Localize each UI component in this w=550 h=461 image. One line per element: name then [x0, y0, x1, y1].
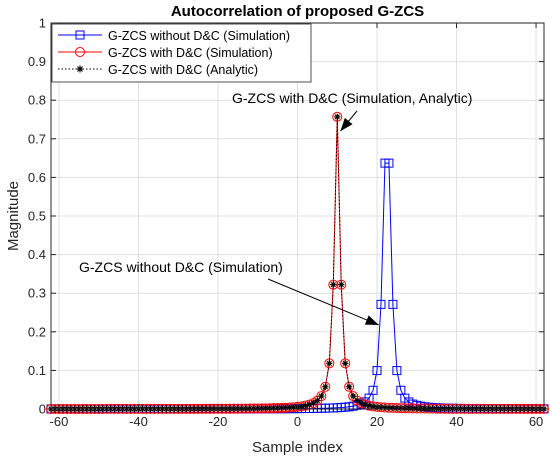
asterisk-stroke [259, 405, 265, 412]
data-point-square [388, 299, 398, 309]
arrow-head [340, 117, 353, 132]
asterisk-stroke [326, 360, 332, 366]
annotation-without-dc-arrow [267, 278, 379, 326]
data-point-asterisk [345, 383, 353, 390]
asterisk-stroke [314, 397, 321, 404]
data-point-asterisk [262, 405, 269, 412]
y-tick-label: 0.6 [28, 170, 46, 185]
arrow-head [364, 315, 379, 325]
asterisk-stroke [310, 400, 317, 406]
data-point-asterisk [338, 281, 345, 288]
data-point-asterisk [318, 392, 325, 400]
asterisk-stroke [406, 405, 412, 411]
data-point-asterisk [326, 360, 333, 367]
asterisk-stroke [77, 66, 83, 72]
asterisk-stroke [414, 405, 420, 412]
legend-marker-asterisk [76, 65, 84, 73]
y-tick-label: 0.3 [28, 286, 46, 301]
asterisk-stroke [270, 405, 277, 411]
data-point-square [376, 299, 386, 309]
data-point-asterisk [365, 402, 373, 409]
data-point-asterisk [298, 403, 305, 410]
asterisk-stroke [263, 405, 269, 411]
annotation-with-dc-text: G-ZCS with D&C (Simulation, Analytic) [232, 90, 472, 106]
x-tick-label: -20 [209, 414, 228, 429]
data-point-square [392, 366, 402, 376]
asterisk-stroke [274, 405, 281, 411]
asterisk-stroke [330, 282, 336, 288]
asterisk-stroke [338, 282, 344, 288]
asterisk-stroke [322, 384, 328, 390]
x-tick-label: 0 [294, 414, 301, 429]
y-tick-label: 0.1 [28, 363, 46, 378]
annotation-layer: G-ZCS with D&C (Simulation, Analytic) G-… [79, 90, 472, 326]
y-tick-label: 1 [39, 16, 46, 31]
y-tick-label: 0.5 [28, 209, 46, 224]
asterisk-stroke [346, 384, 352, 390]
asterisk-stroke [410, 405, 416, 412]
data-point-asterisk [314, 397, 321, 404]
data-point-asterisk [405, 405, 413, 412]
y-tick-label: 0.8 [28, 93, 46, 108]
data-point-circle [316, 391, 327, 402]
data-point-asterisk [330, 281, 337, 288]
y-tick-label: 0.9 [28, 54, 46, 69]
asterisk-stroke [334, 114, 340, 120]
data-point-asterisk [334, 113, 341, 120]
x-tick-label: -60 [50, 414, 69, 429]
x-tick-label: 40 [449, 414, 463, 429]
x-tick-label: 60 [529, 414, 543, 429]
asterisk-stroke [366, 403, 372, 409]
asterisk-stroke [394, 405, 400, 411]
legend-marker-circle [75, 47, 85, 57]
legend-entry-with-dc-sim: G-ZCS with D&C (Simulation) [108, 46, 273, 60]
legend-asterisk-glyph [76, 65, 84, 73]
y-axis-label: Magnitude [5, 181, 22, 251]
data-point-circle [320, 381, 331, 392]
data-point-square [368, 385, 378, 395]
data-point-asterisk [322, 383, 329, 390]
y-tick-label: 0 [39, 402, 46, 417]
asterisk-stroke [342, 360, 348, 366]
legend-marker-square [75, 30, 85, 40]
tick-layer: -60 -40 -20 0 20 40 60 0 0.1 0.2 0.3 0.4 0.5 0.6 0.7 0.… [28, 16, 544, 429]
x-axis-label: Sample index [252, 439, 343, 456]
asterisk-stroke [354, 397, 360, 404]
asterisk-stroke [402, 405, 408, 411]
y-tick-label: 0.4 [28, 247, 46, 262]
y-tick-label: 0.7 [28, 131, 46, 146]
asterisk-stroke [398, 405, 404, 411]
asterisk-stroke [350, 393, 356, 399]
asterisk-stroke [318, 393, 325, 399]
y-tick-label: 0.2 [28, 324, 46, 339]
asterisk-stroke [255, 405, 261, 412]
asterisk-stroke [298, 403, 305, 410]
x-tick-label: 20 [370, 414, 384, 429]
annotation-without-dc-text: G-ZCS without D&C (Simulation) [79, 259, 283, 275]
annotation-with-dc-arrow [340, 110, 358, 132]
legend: G-ZCS without D&C (Simulation) G-ZCS wit… [51, 23, 312, 83]
data-point-asterisk [274, 404, 281, 412]
arrow-shaft [267, 278, 379, 326]
x-tick-label: -40 [129, 414, 148, 429]
legend-entry-with-dc-analytic: G-ZCS with D&C (Analytic) [108, 63, 258, 77]
legend-entry-without-dc: G-ZCS without D&C (Simulation) [108, 29, 290, 43]
legend-box [51, 23, 312, 83]
asterisk-stroke [362, 401, 368, 408]
data-point-asterisk [349, 392, 357, 400]
data-point-circle [344, 381, 355, 392]
data-point-asterisk [353, 397, 361, 404]
data-point-square [384, 158, 394, 168]
data-point-asterisk [342, 360, 349, 367]
data-point-asterisk [258, 405, 265, 412]
asterisk-stroke [358, 400, 364, 406]
data-point-square [372, 366, 382, 376]
data-point-asterisk [266, 405, 273, 412]
data-point-circle [340, 358, 351, 369]
asterisk-stroke [267, 405, 273, 411]
chart-title: Autocorrelation of proposed G-ZCS [171, 3, 424, 20]
